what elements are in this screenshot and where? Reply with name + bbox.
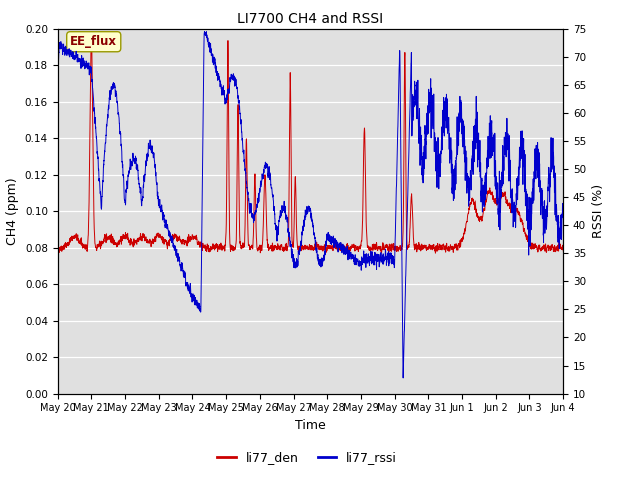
li77_rssi xyxy=(54,66,61,72)
li77_den xyxy=(431,250,439,256)
Title: LI7700 CH4 and RSSI: LI7700 CH4 and RSSI xyxy=(237,12,383,26)
Text: EE_flux: EE_flux xyxy=(70,35,117,48)
li77_den xyxy=(513,207,520,213)
li77_den xyxy=(88,36,95,42)
li77_den xyxy=(511,207,518,213)
li77_den xyxy=(559,248,567,254)
li77_den xyxy=(54,244,61,250)
li77_den xyxy=(370,241,378,247)
li77_rssi xyxy=(511,210,518,216)
li77_rssi xyxy=(201,29,209,35)
li77_rssi xyxy=(370,262,378,268)
li77_den xyxy=(248,243,255,249)
Legend: li77_den, li77_rssi: li77_den, li77_rssi xyxy=(212,446,402,469)
li77_rssi xyxy=(399,375,407,381)
li77_rssi xyxy=(532,144,540,150)
li77_den xyxy=(532,243,540,249)
X-axis label: Time: Time xyxy=(295,419,326,432)
Line: li77_den: li77_den xyxy=(58,39,563,253)
li77_rssi xyxy=(248,209,255,215)
Y-axis label: RSSI (%): RSSI (%) xyxy=(592,184,605,238)
li77_den xyxy=(115,239,122,245)
li77_rssi xyxy=(513,192,520,198)
Line: li77_rssi: li77_rssi xyxy=(58,32,563,378)
li77_rssi xyxy=(114,111,122,117)
li77_rssi xyxy=(559,212,567,217)
Y-axis label: CH4 (ppm): CH4 (ppm) xyxy=(6,178,19,245)
